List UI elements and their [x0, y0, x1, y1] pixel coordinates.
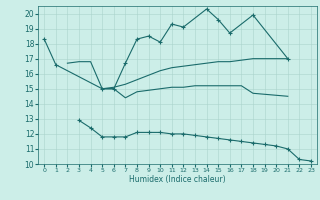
- X-axis label: Humidex (Indice chaleur): Humidex (Indice chaleur): [129, 175, 226, 184]
